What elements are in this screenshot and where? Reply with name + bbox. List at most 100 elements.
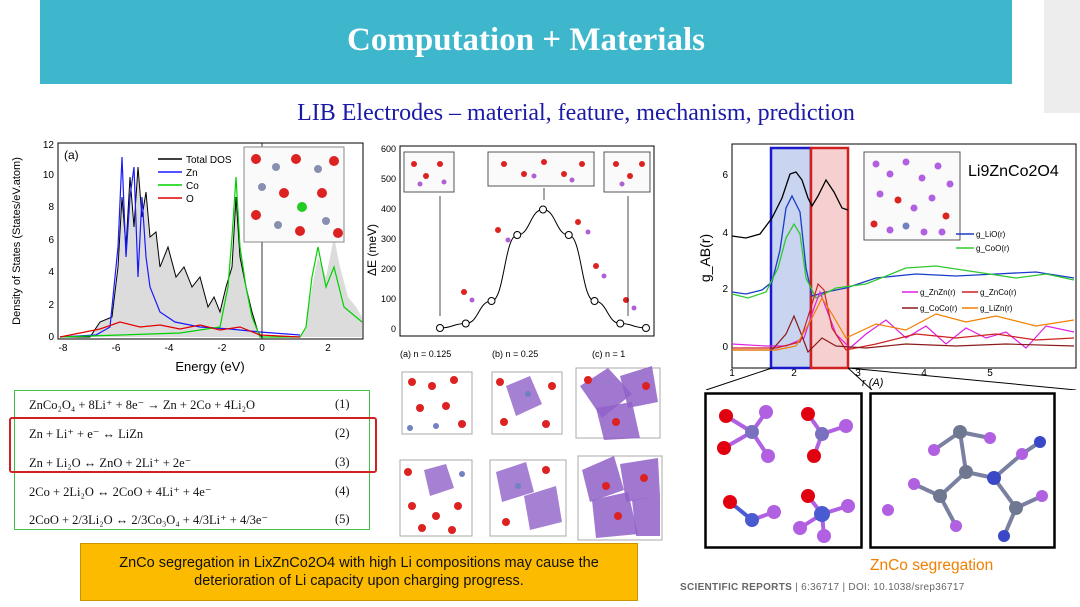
citation: SCIENTIFIC REPORTS | 6:36717 | DOI: 10.1…: [680, 582, 965, 593]
rdf-legend-upper: g_LiO(r) g_CoO(r): [956, 230, 1010, 253]
citation-details: | 6:36717 | DOI: 10.1038/srep36717: [792, 582, 965, 593]
dos-legend: Total DOS Zn Co O: [158, 155, 232, 205]
svg-text:1: 1: [729, 368, 735, 379]
energy-ylabel: ΔE (meV): [365, 224, 379, 276]
svg-text:200: 200: [381, 264, 396, 274]
svg-text:3: 3: [855, 368, 861, 379]
svg-text:2: 2: [791, 368, 797, 379]
svg-text:100: 100: [381, 294, 396, 304]
crystal-captions: (a) n = 0.125 (b) n = 0.25 (c) n = 1: [400, 349, 625, 359]
svg-text:g_LiZn(r): g_LiZn(r): [980, 304, 1013, 313]
legend-o: O: [186, 194, 194, 205]
rdf-ylabel: g_AB(r): [697, 234, 713, 282]
caption-c: (c) n = 1: [592, 349, 625, 359]
rdf-xticks: 1 2 3 4 5: [729, 368, 993, 379]
zn-dos-line: [59, 156, 301, 338]
svg-text:5: 5: [987, 368, 993, 379]
crystal-c-top: [575, 366, 661, 440]
left-cluster-atoms: [717, 405, 855, 543]
svg-text:6: 6: [722, 170, 728, 181]
svg-text:4: 4: [722, 228, 728, 239]
svg-text:2: 2: [48, 300, 54, 311]
side-panel: [1044, 0, 1080, 113]
energy-point: [616, 319, 625, 328]
rdf-black-line: [731, 171, 849, 239]
svg-text:-4: -4: [165, 343, 174, 354]
caption-a: (a) n = 0.125: [400, 349, 451, 359]
o-dos-line: [59, 321, 301, 338]
energy-point: [436, 324, 444, 332]
energy-point: [513, 231, 522, 239]
crystal-c-bottom: [577, 455, 663, 541]
legend-co: Co: [186, 181, 199, 192]
reaction-2-number: (2): [335, 426, 350, 440]
svg-text:0: 0: [48, 332, 54, 343]
svg-text:g_CoCo(r): g_CoCo(r): [920, 304, 958, 313]
energy-point: [539, 205, 547, 214]
energy-points: [436, 205, 650, 332]
svg-text:2: 2: [325, 343, 331, 354]
svg-text:0: 0: [259, 343, 265, 354]
reaction-5: 2CoO + 2/3Li₂O ↔ 2/3Co₃O₄ + 4/3Li⁺ + 4/3…: [29, 513, 269, 527]
red-highlight-region: [809, 146, 850, 370]
svg-text:g_ZnCo(r): g_ZnCo(r): [980, 288, 1017, 297]
rdf-inset-crystal: [863, 151, 961, 241]
crystal-structures: (a) n = 0.125 (b) n = 0.25 (c) n = 1: [399, 349, 663, 541]
energy-point: [564, 231, 573, 239]
right-cluster-atoms: [882, 425, 1048, 542]
reaction-5-number: (5): [335, 512, 350, 526]
rdf-znzn-line: [731, 290, 1075, 349]
svg-text:400: 400: [381, 204, 396, 214]
svg-text:6: 6: [48, 235, 54, 246]
svg-text:600: 600: [381, 144, 396, 154]
reaction-1: ZnCo₂O₄ + 8Li⁺ + 8e⁻ → Zn + 2Co + 4Li₂O: [29, 398, 255, 412]
svg-text:0: 0: [722, 342, 728, 353]
svg-text:8: 8: [48, 202, 54, 213]
crystal-a-bottom: [399, 459, 473, 537]
znco-segregation-caption: ZnCo segregation: [870, 557, 994, 574]
legend-total: Total DOS: [186, 155, 232, 166]
reaction-2: Zn + Li⁺ + e⁻ ↔ LiZn: [29, 427, 144, 441]
highlight-reactions-2-3: [9, 417, 377, 473]
svg-text:4: 4: [921, 368, 927, 379]
dos-inset-crystal: [243, 146, 345, 243]
slide-subtitle: LIB Electrodes – material, feature, mech…: [297, 100, 855, 126]
svg-text:2: 2: [722, 284, 728, 295]
rdf-xlabel: r (A): [862, 377, 884, 389]
dos-xticks: -8 -6 -4 -2 0 2: [59, 343, 332, 354]
rdf-chart: Li9ZnCo2O4 g_LiO(r) g_CoO(r) g_ZnZn(r) g…: [697, 143, 1077, 390]
svg-text:10: 10: [43, 170, 55, 181]
svg-text:12: 12: [43, 140, 55, 151]
energy-yticks: 0 100 200 300 400 500 600: [381, 144, 396, 334]
title-banner: Computation + Materials: [40, 0, 1012, 84]
reaction-4-number: (4): [335, 484, 350, 498]
cluster-zoom-panels: [704, 392, 1056, 549]
conclusion-text: ZnCo segregation in LixZnCo2O4 with high…: [119, 555, 599, 589]
reactions-box: ZnCo₂O₄ + 8Li⁺ + 8e⁻ → Zn + 2Co + 4Li₂O …: [14, 390, 370, 530]
svg-text:300: 300: [381, 234, 396, 244]
svg-text:g_LiO(r): g_LiO(r): [976, 230, 1006, 239]
svg-text:-6: -6: [112, 343, 121, 354]
dos-ylabel: Density of States (States/eV.atom): [11, 157, 23, 325]
reaction-4: 2Co + 2Li₂O ↔ 2CoO + 4Li⁺ + 4e⁻: [29, 485, 212, 499]
reaction-3: Zn + Li₂O ↔ ZnO + 2Li⁺ + 2e⁻: [29, 456, 192, 470]
svg-text:-2: -2: [218, 343, 227, 354]
crystal-b-bottom: [489, 459, 567, 537]
reaction-1-number: (1): [335, 397, 350, 411]
conclusion-note: ZnCo segregation in LixZnCo2O4 with high…: [80, 543, 638, 601]
energy-point: [461, 319, 470, 328]
co-dos-line: [59, 176, 363, 338]
svg-text:g_CoO(r): g_CoO(r): [976, 244, 1010, 253]
energy-point: [642, 324, 650, 332]
caption-b: (b) n = 0.25: [492, 349, 538, 359]
slide-title: Computation + Materials: [347, 22, 705, 58]
energy-point: [487, 297, 496, 305]
svg-text:4: 4: [48, 267, 54, 278]
dos-chart: (a) Total DOS Zn Co O -8 -6 -4 -2 0 2 0 …: [11, 140, 364, 374]
crystal-a-top: [401, 371, 473, 435]
energy-structure-insets: [403, 151, 651, 316]
legend-zn: Zn: [186, 168, 198, 179]
svg-text:500: 500: [381, 174, 396, 184]
reaction-3-number: (3): [335, 455, 350, 469]
dos-xlabel: Energy (eV): [175, 359, 244, 374]
